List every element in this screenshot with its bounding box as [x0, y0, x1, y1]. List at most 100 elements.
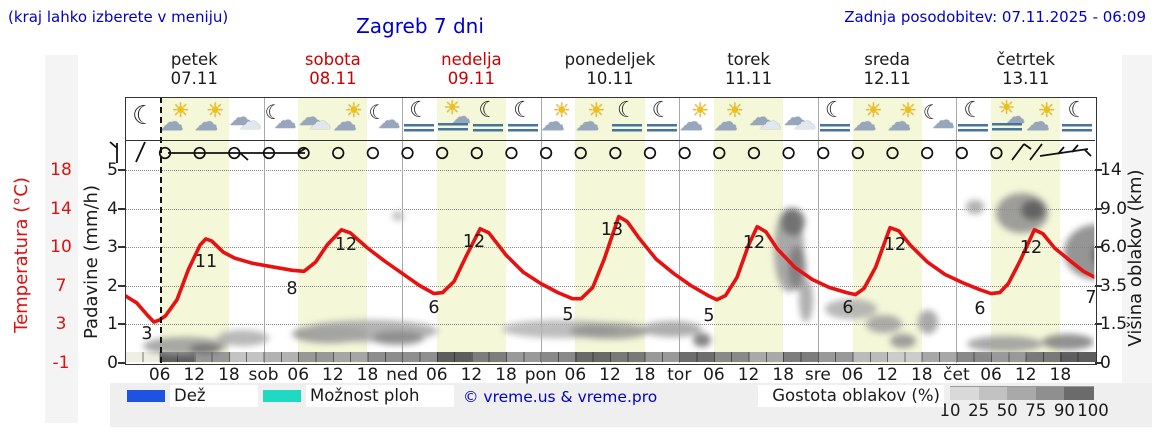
left-axis-tick — [118, 284, 125, 287]
curve-label: 13 — [600, 220, 624, 240]
temp-tick-label: 14 — [50, 198, 72, 219]
x-tick-label: 06 — [980, 365, 1002, 385]
weather-moon-fog-icon: ☾ — [1060, 99, 1094, 139]
x-tick-label: 12 — [737, 365, 760, 385]
calm-wind-icon — [574, 146, 587, 160]
x-tick-label: 18 — [772, 365, 795, 385]
calm-wind-icon — [505, 146, 518, 160]
weather-sun-cloud-icon: ☀ ☁ — [713, 98, 744, 136]
temp-tick-label: 3 — [55, 314, 67, 334]
ground-strip-ticks — [125, 352, 1095, 362]
density-swatch — [950, 386, 980, 400]
weather-sun-fog-icon: ☀ ☁ — [991, 99, 1025, 139]
menu-hint: (kraj lahko izberete v meniju) — [8, 8, 229, 26]
curve-label: 6 — [974, 299, 986, 319]
precip-tick-label: 2 — [107, 275, 118, 296]
density-value: 10 — [939, 401, 961, 420]
precip-tick-label: 4 — [107, 198, 118, 219]
calm-wind-icon — [470, 146, 483, 160]
x-tick-label: ned — [386, 365, 419, 385]
density-value: 100 — [1077, 401, 1109, 420]
day-header-date: 09.11 — [447, 69, 496, 88]
x-tick-label: 12 — [1014, 365, 1037, 385]
x-tick-label: sre — [804, 365, 831, 385]
curve-label: 11 — [194, 252, 218, 272]
curve-label: 7 — [1085, 288, 1097, 308]
x-tick-label: 18 — [633, 365, 656, 385]
day-header-name: petek — [170, 50, 218, 69]
calm-wind-icon — [990, 146, 1003, 160]
cloud-tick-label: 1.5 — [1100, 314, 1128, 334]
density-swatch — [978, 386, 1008, 400]
day-separator — [679, 97, 681, 363]
right-axis-tick — [1095, 207, 1102, 210]
curve-label: 5 — [562, 305, 574, 325]
curve-label: 12 — [334, 235, 358, 255]
x-tick-label: pon — [524, 365, 557, 385]
day-header-name: nedelja — [441, 50, 502, 69]
calm-wind-icon — [886, 146, 899, 160]
gridline — [125, 285, 1095, 287]
left-axis-tick — [118, 323, 125, 325]
copyright-link[interactable]: © vreme.us & vreme.pro — [463, 388, 658, 406]
calm-wind-icon — [643, 146, 657, 160]
density-value: 90 — [1053, 401, 1075, 420]
calm-wind-icon — [609, 146, 622, 160]
weather-moon-cloud-icon: ☾ ☁ — [922, 100, 955, 134]
precip-tick-label: 0 — [107, 352, 118, 373]
left-axis-tick — [118, 361, 125, 364]
x-tick-label: 18 — [356, 365, 379, 385]
left-axis-tick — [118, 246, 125, 248]
day-header-date: 10.11 — [586, 69, 634, 88]
weather-sun-cloud-icon: ☀ ☁ — [852, 98, 883, 136]
x-tick-label: 06 — [841, 365, 864, 385]
weather-moon-fog-icon: ☾ — [645, 99, 679, 139]
wind-row — [109, 141, 1092, 163]
daylight-band — [436, 97, 507, 363]
day-header-name: torek — [727, 50, 770, 69]
curve-label: 12 — [462, 232, 486, 252]
left-axis-tick — [118, 169, 125, 171]
calm-wind-icon — [747, 146, 761, 160]
calm-wind-icon — [782, 146, 795, 160]
density-value: 25 — [968, 401, 990, 420]
weather-cloud-icon: ☁ ☁ — [748, 105, 782, 135]
day-header-name: sreda — [864, 50, 911, 69]
density-swatch — [1035, 386, 1065, 400]
calm-wind-icon — [435, 146, 449, 160]
curve-label: 12 — [742, 233, 766, 253]
density-swatch — [1064, 386, 1094, 400]
calm-wind-icon — [332, 146, 345, 160]
x-tick-label: 06 — [703, 365, 725, 385]
x-tick-label: 12 — [599, 365, 621, 385]
gridline — [125, 208, 1095, 210]
curve-label: 8 — [286, 279, 298, 299]
weather-sun-cloud-icon: ☀ ☁ — [575, 98, 606, 136]
density-value: 75 — [1025, 401, 1047, 420]
icon-row-baseline — [125, 140, 1095, 141]
temp-tick-label: 7 — [55, 275, 67, 296]
temp-tick-label: 10 — [50, 237, 72, 257]
precip-tick-label: 5 — [107, 160, 118, 180]
day-header-date: 11.11 — [724, 69, 773, 88]
cloud-tick-label: 6.0 — [1100, 237, 1128, 257]
right-axis-strip — [1122, 55, 1152, 423]
weather-sun-cloud-icon: ☀ ☁ — [887, 98, 918, 136]
day-header-date: 08.11 — [309, 69, 357, 88]
weather-moon-fog-icon: ☾ — [956, 99, 990, 139]
precip-tick-label: 1 — [107, 314, 118, 334]
weather-sun-cloud-icon: ☀ ☁ — [194, 98, 225, 136]
right-axis-tick — [1095, 323, 1102, 325]
cloud-cover-layer — [143, 193, 1095, 355]
calm-wind-icon — [817, 146, 830, 160]
weather-sun-fog-icon: ☀ ☁ — [437, 99, 471, 139]
right-axis-tick — [1095, 246, 1102, 248]
x-tick-label: 18 — [495, 365, 517, 385]
curve-label: 5 — [703, 306, 715, 326]
calm-wind-icon — [678, 146, 691, 160]
right-axis-tick — [1095, 361, 1102, 364]
curve-label: 6 — [428, 298, 440, 318]
curve-label: 12 — [883, 235, 907, 255]
